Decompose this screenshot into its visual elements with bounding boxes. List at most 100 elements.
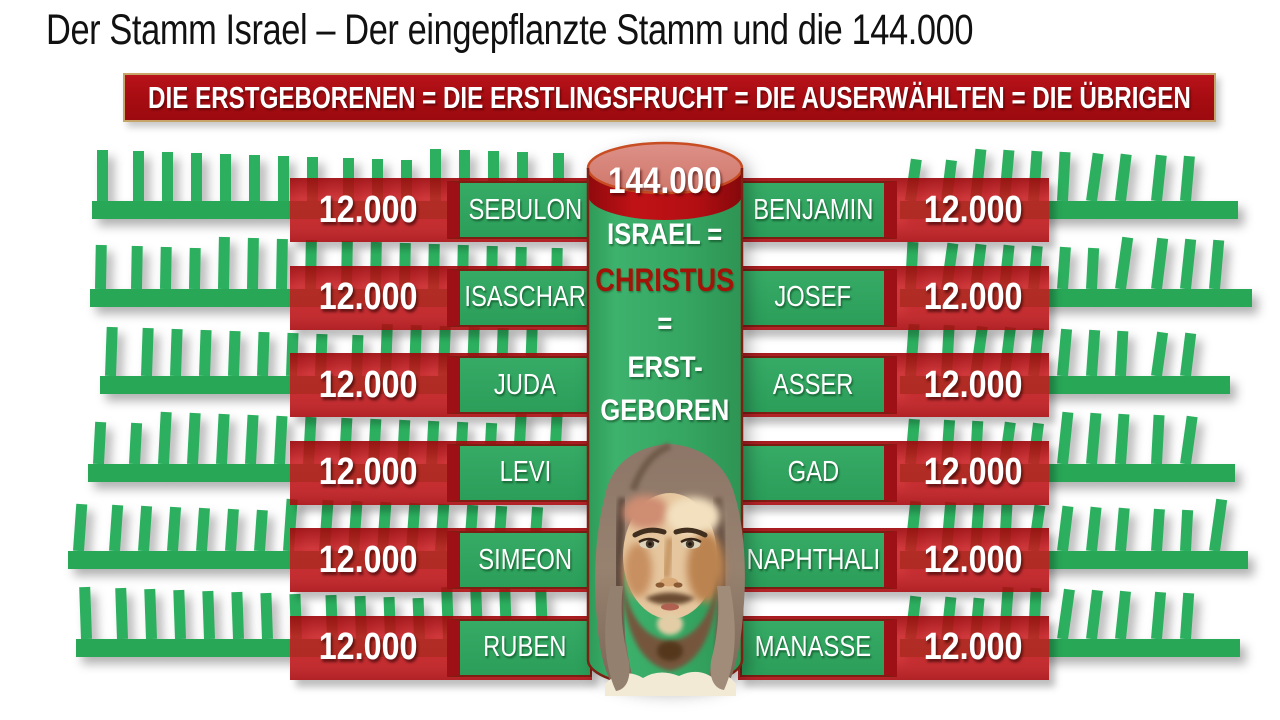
branch-spike [187,412,201,464]
hair-strand-right [710,586,735,690]
branch-spike [191,153,202,201]
cylinder-line-erst: ERST- [580,351,750,385]
cheek-shading-right [687,533,725,603]
tribe-box-left-row2-text: ISASCHAR [464,281,586,313]
eyebrow-right [673,527,708,538]
branch-spike [245,414,259,464]
eyelid-left [638,537,660,544]
tribe-box-left-row1-text: SEBULON [468,193,582,226]
cylinder-line-israel-text: ISRAEL = [607,218,723,251]
branch-spike [1151,237,1169,290]
branch-spike [196,507,210,552]
branch-spike [247,237,259,289]
branch-spike [1151,508,1165,552]
tribe-box-right-row6: MANASSE [740,618,897,677]
branch-spike [73,503,88,552]
branch-spike [1057,151,1071,202]
count-right-row1-text: 12.000 [923,188,1023,231]
tribe-box-left-row4: LEVI [447,443,592,502]
branch-spike [1086,152,1104,202]
branch-spike [1180,415,1198,465]
nose-shading [662,537,674,579]
cylinder-line-erst-text: ERST- [627,351,703,384]
cylinder-line-christus: CHRISTUS [580,262,750,299]
count-left-row2-text: 12.000 [319,276,418,318]
branch-spike [1115,330,1129,377]
branch-spike [488,151,499,201]
branch-spike [1086,247,1100,289]
nose-tip [660,577,678,587]
chest [605,671,736,696]
cylinder-line-christus-text: CHRISTUS [595,262,735,298]
tribe-box-left-row1: SEBULON [447,181,592,239]
branch-spike [278,156,289,201]
branch-spike [1086,506,1102,552]
nostril-right [673,582,683,588]
count-left-row6: 12.000 [290,616,447,680]
cheek-shading-left [624,543,652,597]
total-count-label: 144.000 [580,160,750,202]
eyelid-right [680,537,702,544]
tribe-box-right-row3: ASSER [740,356,897,414]
nostril-left [655,582,665,588]
branch-spike [1151,331,1169,377]
tribe-box-left-row4-text: LEVI [499,456,551,488]
branch-spike [430,149,441,201]
count-left-row6-text: 12.000 [319,626,418,668]
branch-spike [553,153,564,201]
branch-spike [109,504,124,552]
branch-spike [95,244,107,289]
branch-spike [274,415,288,464]
branch-spike [1115,507,1130,552]
branch-spike [158,411,172,464]
branch-spike [141,327,154,377]
tribe-box-left-row2: ISASCHAR [447,268,592,327]
chin-beard [657,641,683,661]
count-right-row1: 12.000 [897,178,1049,242]
branch-spike [1057,246,1071,289]
tribe-box-right-row4: GAD [740,443,897,502]
count-left-row5: 12.000 [290,528,447,592]
tribe-box-left-row3-text: JUDA [493,368,557,401]
branch-spike [144,588,157,639]
count-left-row3-text: 12.000 [319,363,418,406]
branch-spike [162,152,173,201]
branch-spike [133,151,144,201]
mustache [645,592,695,605]
tribe-box-right-row2: JOSEF [740,268,897,327]
count-right-row4-text: 12.000 [923,451,1023,493]
count-right-row6-text: 12.000 [923,626,1023,668]
count-right-row4: 12.000 [897,441,1049,505]
branch-spike [1086,412,1102,464]
tribe-box-right-row4-text: GAD [787,456,839,488]
branch-spike [138,505,153,552]
eyebrow-left [632,527,667,538]
branch-spike [115,587,128,639]
cylinder-equals-1-text: = [657,307,673,340]
branch-spike [105,326,118,377]
branch-spike [202,590,215,639]
branch-spike [1115,236,1134,290]
tribe-box-right-row5-text: NAPHTHALI [746,543,880,576]
branch-spike [260,592,273,639]
branch-spike [1086,589,1103,640]
count-left-row4: 12.000 [290,441,447,505]
page-title: Der Stamm Israel – Der eingepflanzte Sta… [46,6,1146,58]
equivalence-banner: DIE ERSTGEBORENEN = DIE ERSTLINGSFRUCHT … [123,73,1216,122]
branch-spike [1115,153,1132,202]
count-right-row2-text: 12.000 [923,276,1023,318]
hair-streak-top [629,442,672,492]
count-right-row3: 12.000 [897,353,1049,417]
tribe-box-right-row2-text: JOSEF [774,281,852,313]
tribe-box-left-row5: SIMEON [447,531,592,589]
branch-spike [97,150,108,201]
branch-spike [1057,411,1074,465]
branch-spike [129,422,143,464]
branch-spike [1057,328,1073,377]
count-right-row5: 12.000 [897,528,1049,592]
beard [621,571,719,671]
branch-spike [517,152,528,201]
count-left-row5-text: 12.000 [319,538,418,581]
tribe-box-right-row1: BENJAMIN [740,181,897,239]
